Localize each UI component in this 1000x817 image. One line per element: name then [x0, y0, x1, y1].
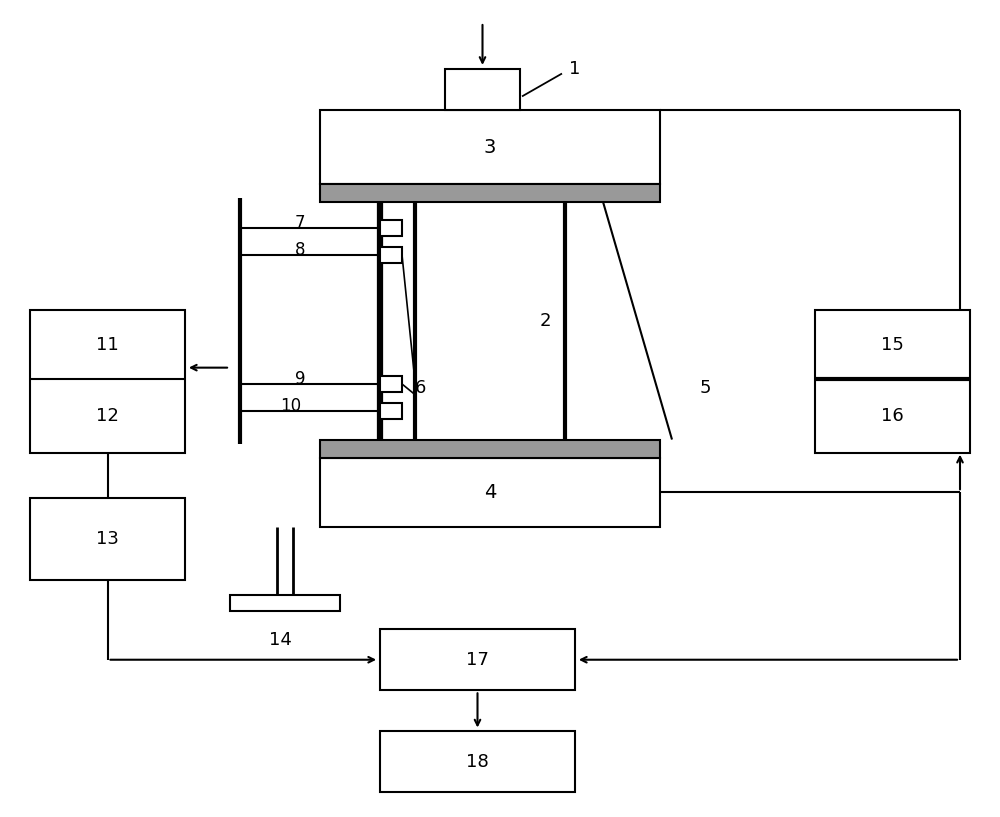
Bar — [230, 595, 340, 611]
Bar — [30, 498, 185, 580]
Text: 1: 1 — [569, 60, 581, 78]
Text: 16: 16 — [881, 407, 904, 426]
Text: 18: 18 — [466, 752, 489, 771]
Bar — [30, 310, 185, 453]
Bar — [380, 247, 402, 263]
Text: 10: 10 — [280, 397, 301, 415]
Text: 7: 7 — [295, 214, 306, 232]
Bar — [380, 220, 402, 236]
Text: 2: 2 — [539, 311, 551, 330]
Text: 3: 3 — [484, 137, 496, 157]
Text: 12: 12 — [96, 407, 119, 426]
Text: 5: 5 — [699, 379, 711, 397]
Text: 13: 13 — [96, 530, 119, 548]
Text: 14: 14 — [269, 631, 291, 649]
Bar — [320, 110, 660, 184]
Text: 6: 6 — [414, 379, 426, 397]
Text: 9: 9 — [295, 370, 306, 388]
Bar — [320, 458, 660, 527]
Bar — [320, 184, 660, 202]
Bar — [380, 629, 575, 690]
Text: 15: 15 — [881, 336, 904, 354]
Text: 17: 17 — [466, 650, 489, 669]
Text: 8: 8 — [295, 241, 306, 259]
Bar — [445, 69, 520, 110]
Bar — [380, 403, 402, 419]
Bar — [380, 731, 575, 792]
Bar — [320, 440, 660, 458]
Bar — [815, 310, 970, 453]
Text: 4: 4 — [484, 483, 496, 502]
Text: 11: 11 — [96, 336, 119, 354]
Bar — [380, 376, 402, 392]
